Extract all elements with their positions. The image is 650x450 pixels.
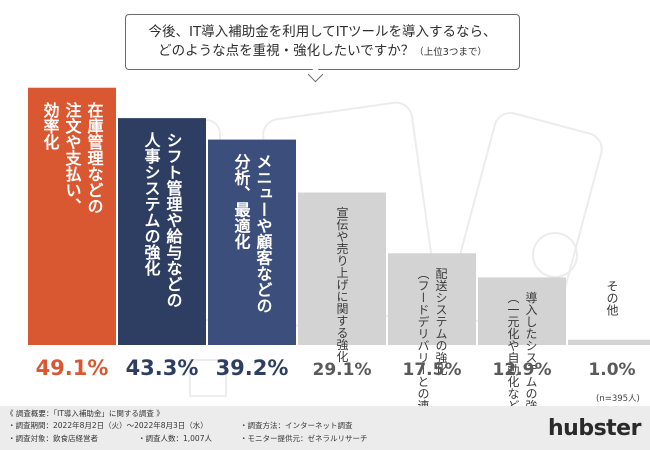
bar-1 [28,87,116,345]
bar-2 [118,118,206,345]
value-label-5: 17.5% [403,360,462,380]
footer-target: ・調査対象：飲食店経営者 [8,434,98,443]
question-line-2: どのような点を重視・強化したいですか？（上位3つまで） [158,42,487,62]
footer-method: ・調査方法：インターネット調査 [240,421,353,430]
category-label-7-line-1: その他 [605,280,619,316]
category-label-6-line-1: 導入したシステムの強化 [524,291,538,406]
category-label-3-line-1: メニューや顧客などの [254,154,273,314]
question-line-1: 今後、IT導入補助金を利用してITツールを導入するなら、 [148,23,497,40]
survey-footer: 《 調査概要：「IT導入補助金」に関する調査 》 ・調査期間：2022年8月2日… [0,406,650,450]
category-label-5-line-1: 配送システムの強化 [434,267,448,376]
category-label-1-line-3: 効率化 [41,101,60,150]
value-label-3: 39.2% [216,356,289,380]
brand-logo: hubster [548,416,641,441]
sample-size-note: (n=395人) [596,394,640,404]
value-label-1: 49.1% [36,356,109,380]
footer-title: 《 調査概要：「IT導入補助金」に関する調査 》 [6,409,164,418]
bar-6 [478,277,566,345]
category-label-6-line-2: （一元化や自動化など） [506,291,520,406]
circle-outline-right [532,232,578,278]
category-label-4-line-1: 宣伝や売り上げに関する強化 [335,205,349,363]
value-label-7: 1.0% [588,360,635,380]
value-label-4: 29.1% [313,360,372,380]
question-bubble: 今後、IT導入補助金を利用してITツールを導入するなら、 どのような点を重視・強… [125,14,520,70]
footer-count: ・調査人数：1,007人 [138,434,212,443]
category-label-5-line-2: （フードデリバリーとの連携など） [416,267,430,406]
question-note: （上位3つまで） [414,46,487,58]
category-label-2-line-1: シフト管理や給与などの [164,132,183,308]
bar-5 [388,253,476,345]
category-label-3-line-2: 分析、最適化 [232,154,251,250]
footer-period: ・調査期間：2022年8月2日（火）〜2022年8月3日（水） [8,421,208,430]
category-label-1-line-2: 注文や支払い、 [63,101,83,214]
qr-outline [189,359,227,397]
value-label-2: 43.3% [126,356,199,380]
question-text-2: どのような点を重視・強化したいですか？ [158,42,415,59]
category-label-1-line-1: 在庫管理などの [85,101,104,214]
footer-provider: ・モニター提供元：ゼネラルリサーチ [240,434,368,443]
bar-3 [208,139,296,345]
bar-7 [568,339,650,345]
bar-4 [298,192,386,345]
category-label-2-line-2: 人事システムの強化 [142,132,161,276]
value-label-6: 12.9% [493,360,552,380]
